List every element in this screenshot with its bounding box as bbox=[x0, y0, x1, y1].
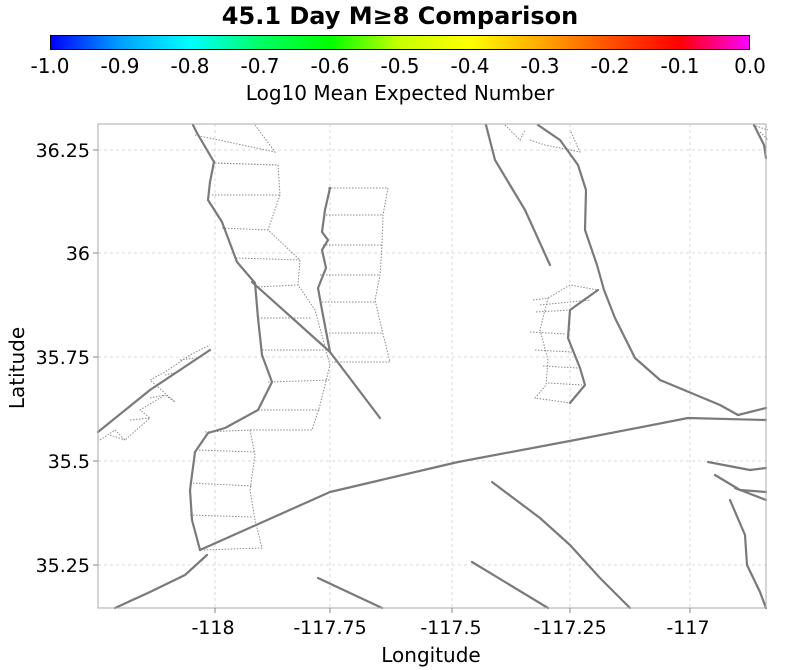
fault-trace-diagonal-central bbox=[250, 280, 382, 420]
x-axis-label: Longitude bbox=[381, 643, 480, 667]
x-tick-label: -118 bbox=[191, 617, 234, 639]
fault-trace-se-3 bbox=[728, 498, 768, 610]
fault-trace-south-2 bbox=[470, 560, 550, 610]
x-tick-label: -117 bbox=[666, 617, 709, 639]
fault-trace-sw-1 bbox=[113, 553, 209, 610]
fault-trace-se-4 bbox=[733, 486, 768, 502]
colorbar-tick-label: -0.2 bbox=[590, 54, 630, 78]
fault-trace-east-cluster bbox=[566, 288, 600, 405]
y-ticks bbox=[93, 149, 98, 566]
colorbar-tick-label: 0.0 bbox=[734, 54, 766, 78]
y-tick-label: 35.75 bbox=[36, 347, 90, 369]
colorbar-tick-label: -0.7 bbox=[240, 54, 280, 78]
grid-lines bbox=[98, 124, 766, 608]
y-tick-label: 35.5 bbox=[48, 451, 90, 473]
fault-trace-se-1 bbox=[706, 460, 768, 472]
colorbar-gradient bbox=[50, 35, 750, 50]
x-tick-label: -117.75 bbox=[293, 617, 366, 639]
fault-trace-central-strip bbox=[316, 186, 332, 354]
map-title: 45.1 Day M≥8 Comparison bbox=[221, 2, 579, 30]
colorbar-tick-label: -0.1 bbox=[660, 54, 700, 78]
x-tick-label: -117.5 bbox=[420, 617, 481, 639]
fault-trace-west-upper bbox=[188, 123, 274, 552]
colorbar-tick-label: -0.8 bbox=[170, 54, 210, 78]
y-tick-labels: 36.25 36 35.75 35.5 35.25 bbox=[36, 140, 90, 577]
fault-trace-east-edge bbox=[736, 406, 768, 417]
fault-trace-south-1 bbox=[490, 480, 632, 610]
colorbar-label: Log10 Mean Expected Number bbox=[245, 81, 555, 105]
fault-traces bbox=[96, 123, 768, 610]
colorbar bbox=[50, 35, 750, 50]
x-tick-label: -117.25 bbox=[533, 617, 606, 639]
y-tick-label: 35.25 bbox=[36, 555, 90, 577]
fault-trace-north-east bbox=[536, 123, 740, 417]
y-tick-label: 36 bbox=[66, 243, 90, 265]
x-ticks bbox=[214, 608, 691, 613]
y-tick-label: 36.25 bbox=[36, 140, 90, 162]
fault-trace-nw-diagonal bbox=[96, 348, 212, 434]
fault-trace-north-central bbox=[484, 123, 552, 267]
colorbar-tick-label: -0.4 bbox=[450, 54, 490, 78]
colorbar-tick-labels: -1.0 -0.9 -0.8 -0.7 -0.6 -0.5 -0.4 -0.3 -0.2 -0.1… bbox=[0, 54, 800, 80]
y-axis-label: Latitude bbox=[5, 327, 29, 409]
colorbar-tick-label: -0.9 bbox=[100, 54, 140, 78]
colorbar-tick-label: -0.5 bbox=[380, 54, 420, 78]
colorbar-tick-label: -1.0 bbox=[30, 54, 70, 78]
map-frame bbox=[97, 123, 767, 609]
fault-trace-ne-edge bbox=[752, 123, 768, 160]
colorbar-tick-label: -0.3 bbox=[520, 54, 560, 78]
colorbar-tick-label: -0.6 bbox=[310, 54, 350, 78]
x-tick-labels: -118 -117.75 -117.5 -117.25 -117 bbox=[191, 617, 709, 639]
fault-trace-sw-2 bbox=[316, 576, 384, 610]
fault-trace-garlock bbox=[198, 416, 768, 552]
fault-subsection-boundaries bbox=[99, 124, 769, 551]
